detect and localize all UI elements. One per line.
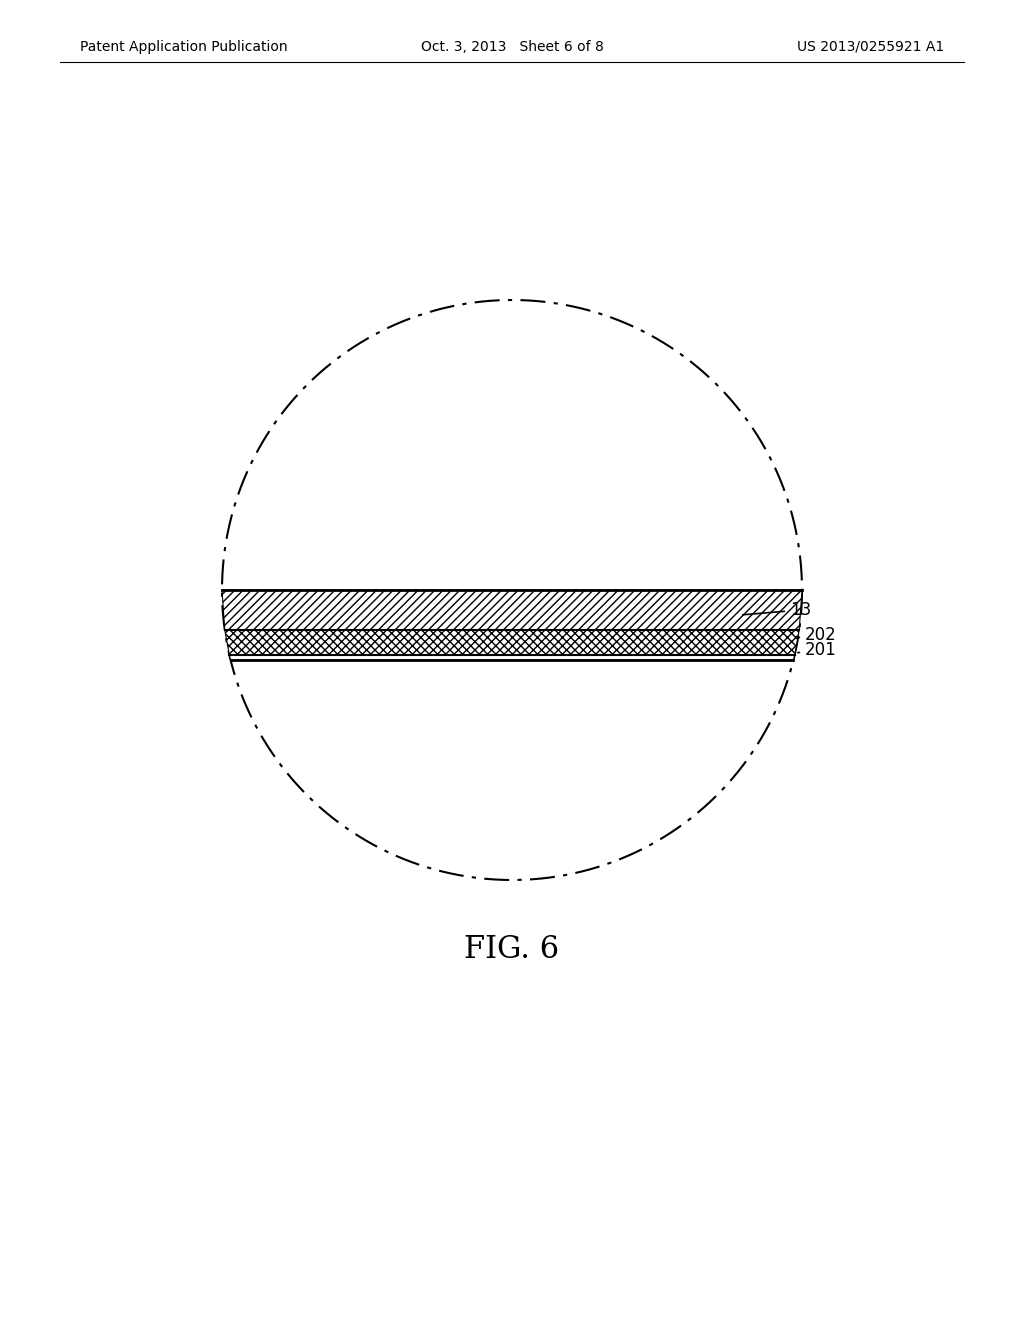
Polygon shape xyxy=(225,630,799,655)
Text: 201: 201 xyxy=(798,642,837,659)
Polygon shape xyxy=(222,590,802,630)
Text: Oct. 3, 2013   Sheet 6 of 8: Oct. 3, 2013 Sheet 6 of 8 xyxy=(421,40,603,54)
Polygon shape xyxy=(229,655,795,660)
Text: US 2013/0255921 A1: US 2013/0255921 A1 xyxy=(797,40,944,54)
Text: Patent Application Publication: Patent Application Publication xyxy=(80,40,288,54)
Text: 13: 13 xyxy=(742,601,811,619)
Text: 202: 202 xyxy=(798,626,837,644)
Text: FIG. 6: FIG. 6 xyxy=(465,935,559,965)
